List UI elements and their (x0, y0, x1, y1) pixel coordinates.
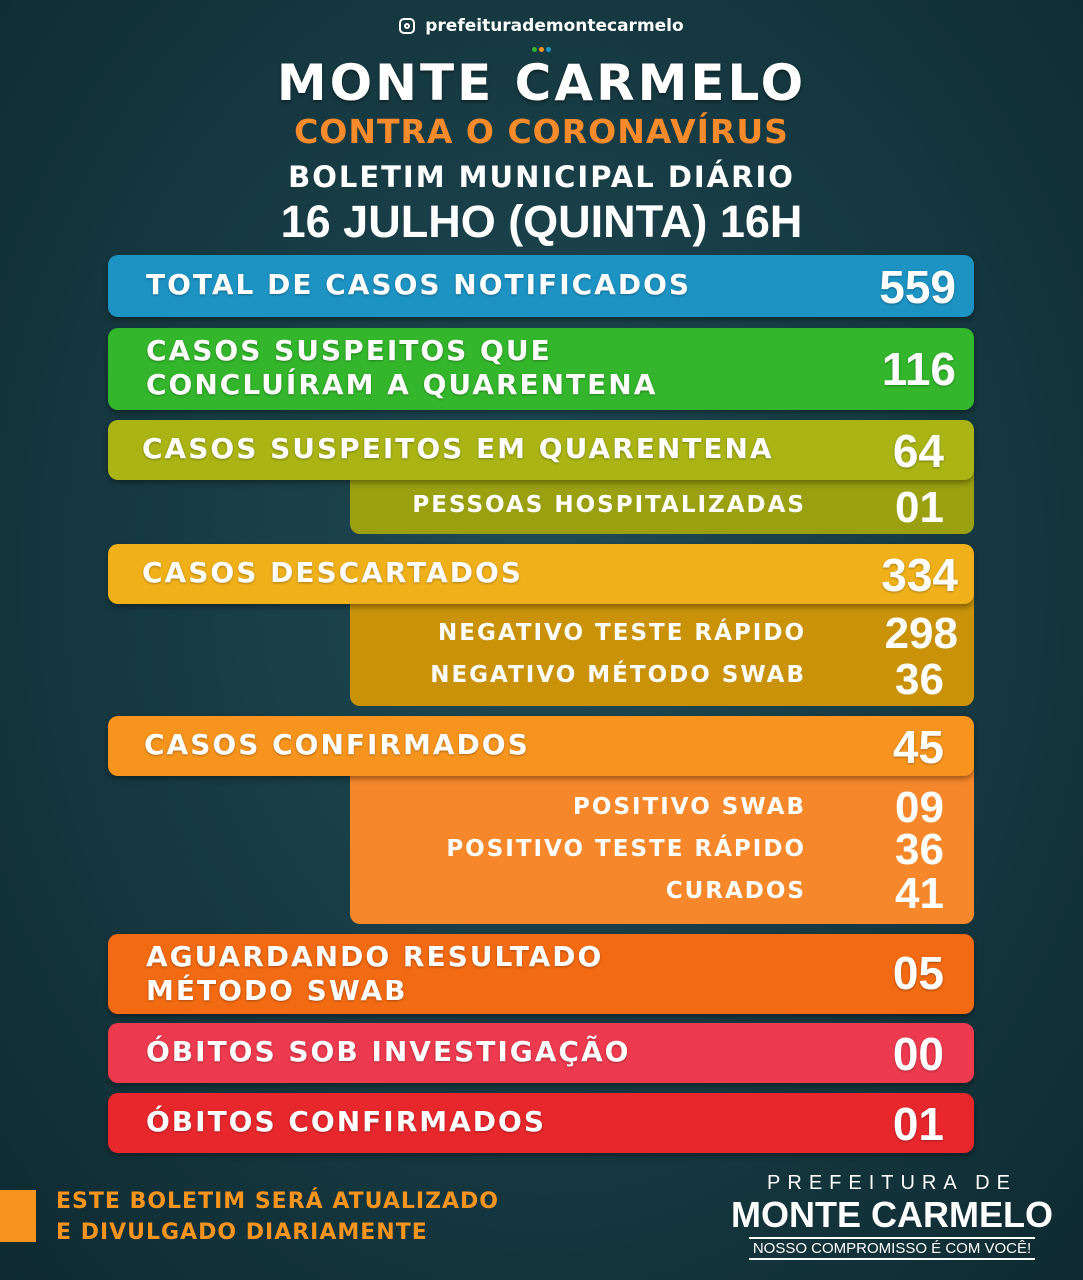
row-label: CASOS DESCARTADOS (142, 556, 523, 589)
social-handle-text: prefeiturademontecarmelo (425, 16, 684, 36)
row-label-line1: CASOS SUSPEITOS QUE (146, 334, 552, 367)
page-subtitle: CONTRA O CORONAVÍRUS (294, 112, 789, 151)
row-value: 00 (892, 1028, 944, 1080)
row-discarded: CASOS DESCARTADOS 334 (108, 544, 974, 604)
sub-label: CURADOS (665, 878, 806, 904)
sub-value: 09 (895, 783, 944, 832)
page-title: MONTE CARMELO (276, 54, 807, 112)
logo-main-text: MONTE CARMELO (731, 1194, 1053, 1235)
sub-label: NEGATIVO TESTE RÁPIDO (438, 620, 806, 646)
sub-label: NEGATIVO MÉTODO SWAB (430, 662, 806, 688)
logo-top-text: PREFEITURA DE (767, 1172, 1017, 1194)
row-value: 116 (881, 343, 956, 395)
footer-notice-line2: E DIVULGADO DIARIAMENTE (56, 1220, 428, 1245)
subpanel-hospitalized: PESSOAS HOSPITALIZADAS 01 (350, 470, 974, 534)
row-value: 334 (881, 549, 958, 601)
city-logo: PREFEITURA DE MONTE CARMELO NOSSO COMPRO… (722, 1172, 1062, 1260)
sub-value: 01 (895, 483, 944, 532)
row-in-quarantine: CASOS SUSPEITOS EM QUARENTENA 64 (108, 420, 974, 480)
sub-value: 41 (895, 869, 944, 918)
sub-label: POSITIVO SWAB (573, 794, 806, 820)
footer-notice-line1: ESTE BOLETIM SERÁ ATUALIZADO (56, 1189, 500, 1214)
instagram-icon (399, 18, 416, 34)
row-value: 559 (879, 261, 956, 313)
decorative-dots (0, 44, 1083, 55)
row-value: 64 (892, 425, 944, 477)
sub-value: 36 (895, 825, 944, 874)
row-value: 45 (892, 721, 944, 773)
row-label: CASOS CONFIRMADOS (144, 728, 530, 761)
bulletin-title: BOLETIM MUNICIPAL DIÁRIO (288, 160, 795, 194)
footer-accent-block (0, 1190, 36, 1242)
row-label: ÓBITOS SOB INVESTIGAÇÃO (146, 1035, 631, 1068)
bulletin-date: 16 JULHO (QUINTA) 16H (280, 196, 803, 247)
row-label-line2: CONCLUÍRAM A QUARENTENA (146, 368, 658, 401)
row-label: CASOS SUSPEITOS EM QUARENTENA (142, 432, 774, 465)
row-awaiting-result: AGUARDANDO RESULTADO MÉTODO SWAB 05 (108, 934, 974, 1014)
row-value: 01 (892, 1098, 944, 1150)
row-label-line2: MÉTODO SWAB (146, 974, 408, 1007)
sub-label: POSITIVO TESTE RÁPIDO (446, 836, 806, 862)
row-concluded-quarantine: CASOS SUSPEITOS QUE CONCLUÍRAM A QUARENT… (108, 328, 974, 410)
row-deaths-investigation: ÓBITOS SOB INVESTIGAÇÃO 00 (108, 1023, 974, 1083)
sub-value: 298 (884, 609, 958, 658)
logo-tagline: NOSSO COMPROMISSO É COM VOCÊ! (748, 1237, 1036, 1260)
social-handle: prefeiturademontecarmelo (0, 16, 1083, 36)
row-label: TOTAL DE CASOS NOTIFICADOS (146, 268, 692, 301)
footer-notice: ESTE BOLETIM SERÁ ATUALIZADO E DIVULGADO… (56, 1186, 499, 1248)
sub-value: 36 (895, 655, 944, 704)
subpanel-discarded: NEGATIVO TESTE RÁPIDO 298 NEGATIVO MÉTOD… (350, 596, 974, 706)
subpanel-confirmed: POSITIVO SWAB 09 POSITIVO TESTE RÁPIDO 3… (350, 766, 974, 924)
row-value: 05 (892, 947, 944, 999)
row-deaths-confirmed: ÓBITOS CONFIRMADOS 01 (108, 1093, 974, 1153)
row-label-line1: AGUARDANDO RESULTADO (146, 940, 604, 973)
sub-label: PESSOAS HOSPITALIZADAS (412, 492, 806, 518)
row-label: ÓBITOS CONFIRMADOS (146, 1105, 547, 1138)
row-confirmed: CASOS CONFIRMADOS 45 (108, 716, 974, 776)
row-total-cases: TOTAL DE CASOS NOTIFICADOS 559 (108, 255, 974, 317)
